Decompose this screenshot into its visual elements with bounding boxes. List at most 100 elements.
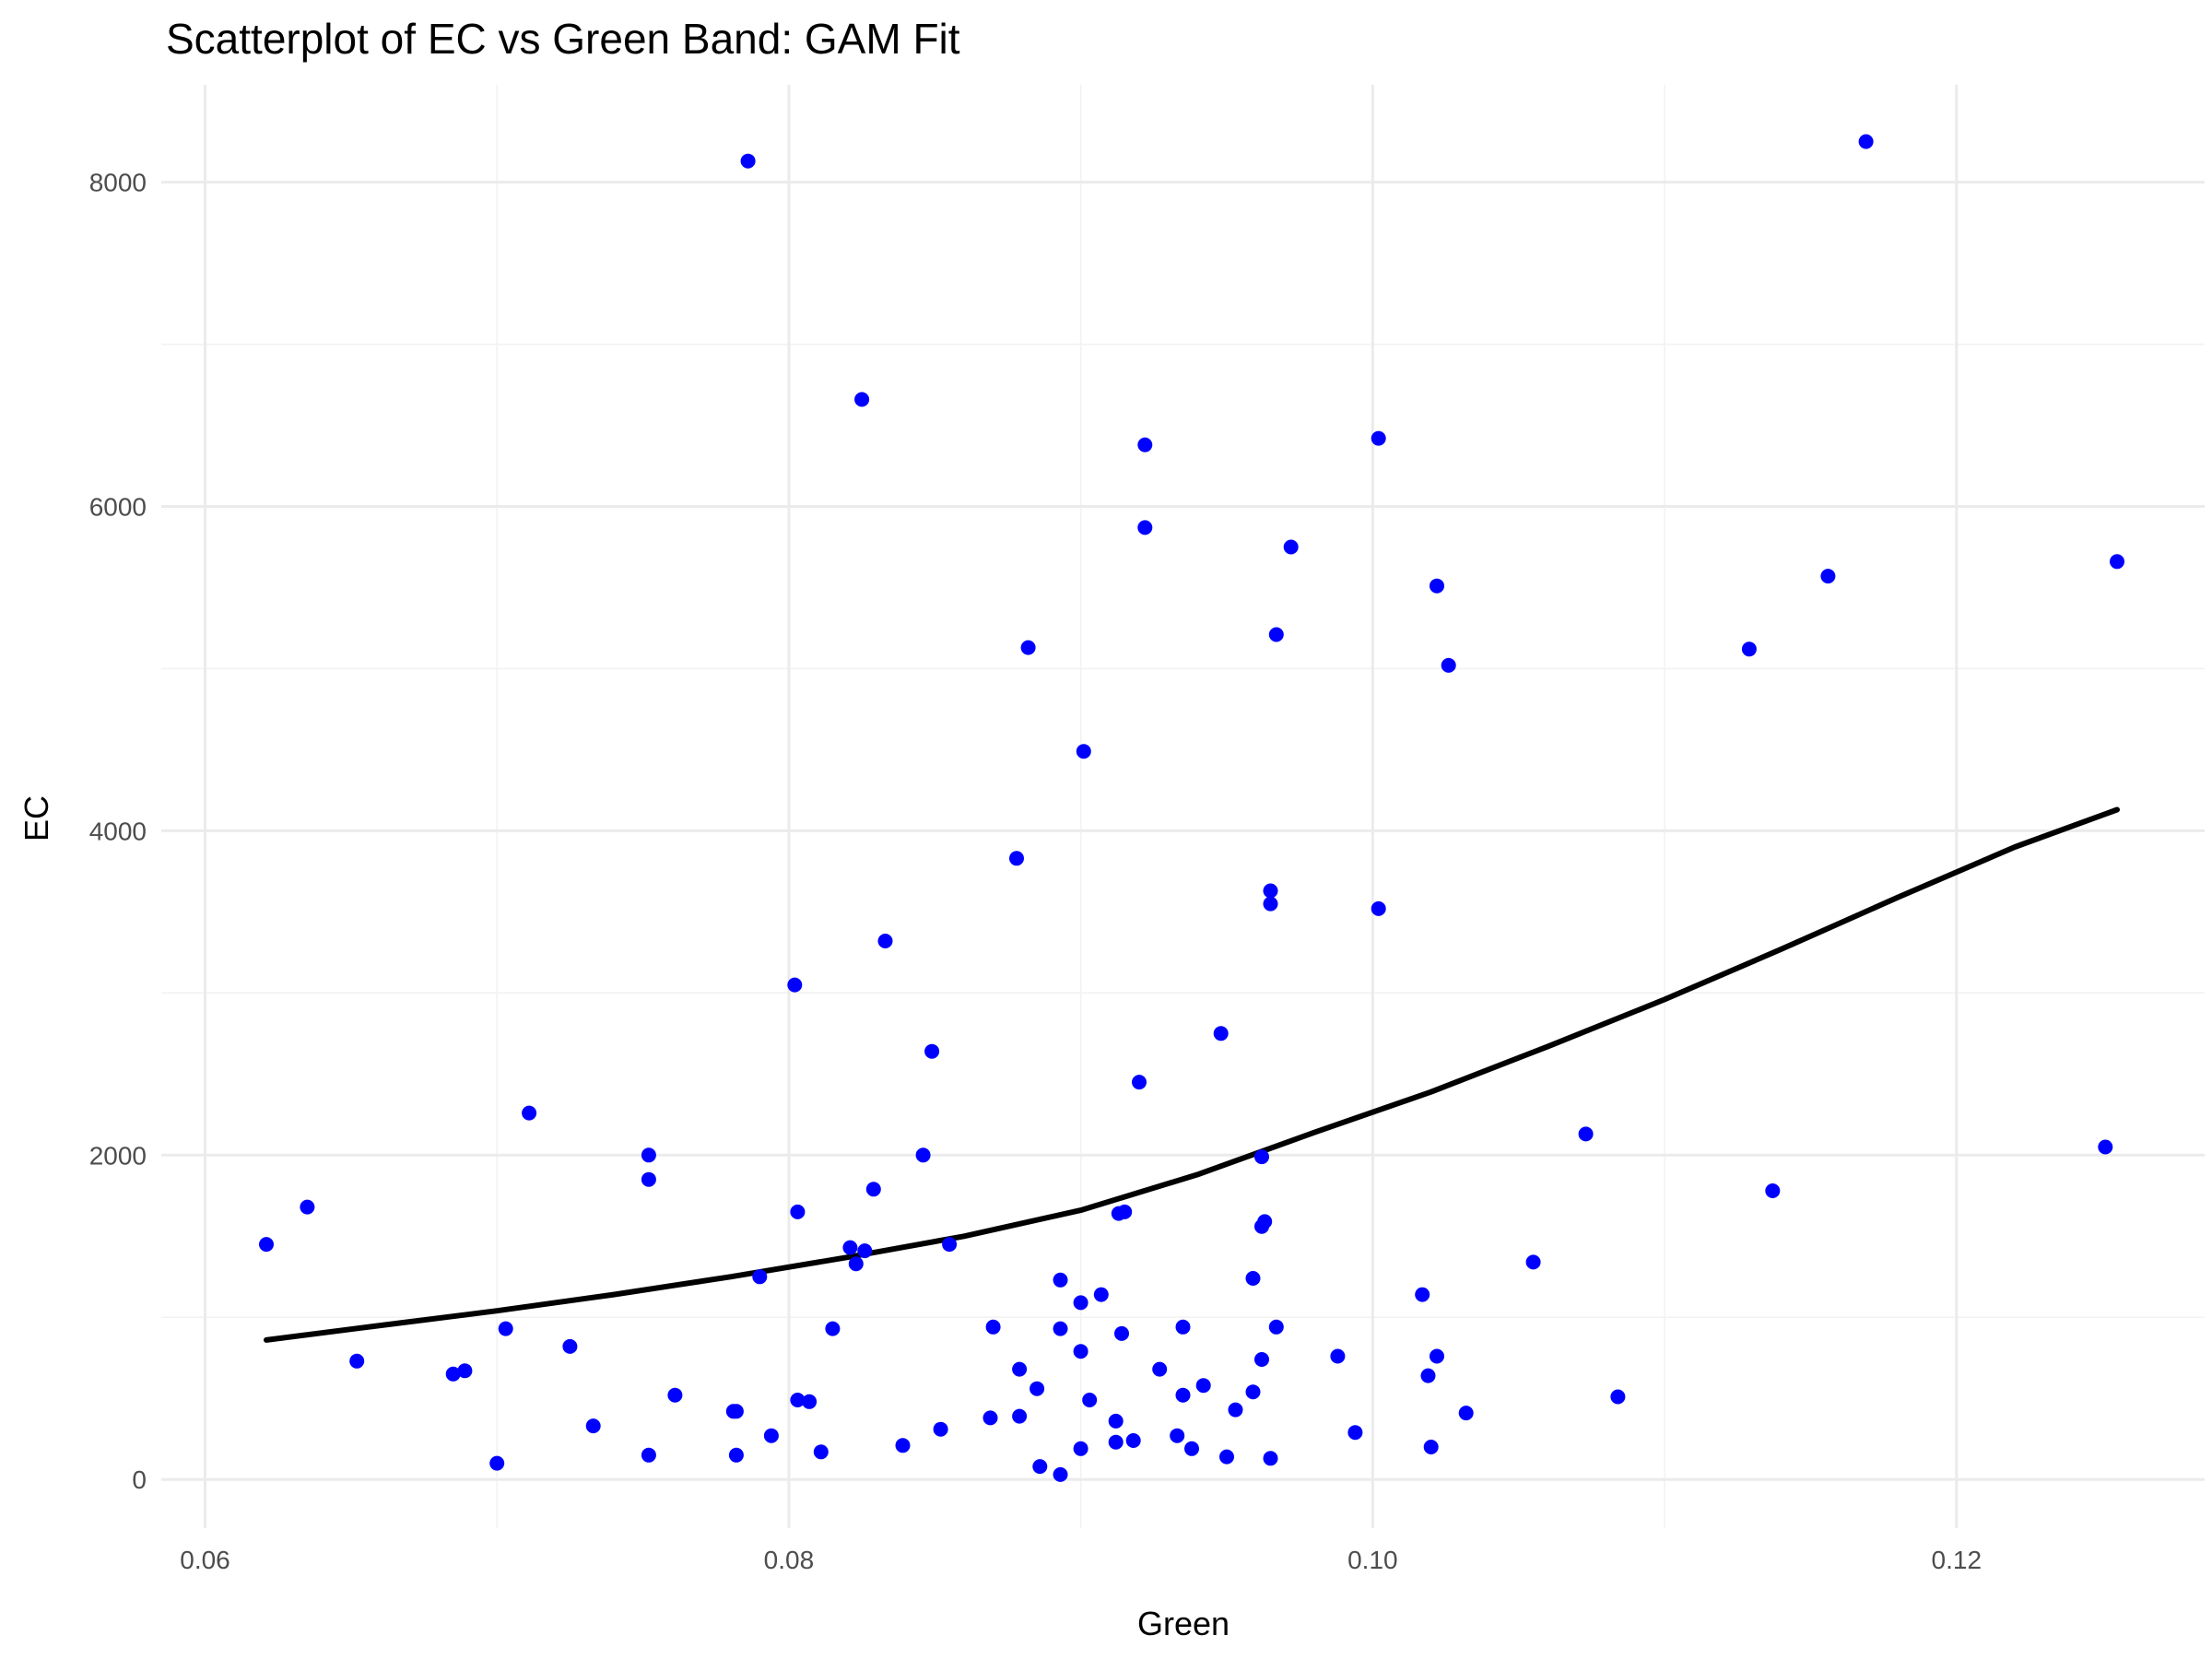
data-point [895, 1438, 911, 1453]
data-point [1076, 744, 1091, 759]
data-point [985, 1319, 1001, 1335]
x-axis-title: Green [1137, 1605, 1230, 1642]
data-point [1245, 1271, 1261, 1286]
data-point [1441, 657, 1456, 673]
data-point [813, 1444, 829, 1460]
data-point [1213, 1026, 1229, 1041]
gam-fit-layer [264, 806, 2120, 1343]
data-point [1525, 1254, 1541, 1270]
data-point [457, 1363, 473, 1379]
data-point [1254, 1149, 1269, 1165]
x-tick-label: 0.06 [180, 1546, 230, 1574]
data-point [1420, 1368, 1436, 1383]
data-point [728, 1447, 744, 1463]
data-point [1268, 1319, 1284, 1335]
data-point [1117, 1204, 1133, 1219]
data-point [1430, 578, 1444, 594]
data-point [1610, 1389, 1626, 1405]
data-point [445, 1366, 461, 1382]
data-point [1073, 1295, 1088, 1311]
data-point [1152, 1361, 1168, 1377]
data-point [1175, 1387, 1191, 1403]
data-point [1053, 1466, 1068, 1482]
data-point [1012, 1361, 1028, 1377]
data-point [300, 1199, 315, 1215]
data-point [1371, 900, 1386, 916]
data-point [1254, 1352, 1269, 1367]
data-point [763, 1428, 779, 1443]
y-tick-label: 2000 [89, 1141, 147, 1170]
data-point [641, 1447, 656, 1463]
y-axis-tick-labels: 0 2000 4000 6000 8000 [89, 169, 147, 1495]
data-point [877, 934, 893, 948]
data-point [1082, 1393, 1098, 1407]
data-point [933, 1421, 948, 1437]
data-point [2098, 1139, 2113, 1155]
data-point [1184, 1441, 1199, 1456]
data-point [1053, 1272, 1068, 1288]
data-point [1195, 1378, 1211, 1394]
x-tick-label: 0.12 [1932, 1546, 1983, 1574]
data-point [1219, 1449, 1234, 1465]
data-point [522, 1105, 537, 1121]
y-axis-title: EC [18, 795, 55, 841]
data-point [1415, 1287, 1430, 1302]
data-point [498, 1321, 513, 1336]
x-axis-tick-labels: 0.06 0.08 0.10 0.12 [180, 1546, 1982, 1574]
data-point [259, 1237, 274, 1253]
data-point [787, 977, 803, 993]
data-point [1009, 851, 1024, 866]
data-point [915, 1147, 931, 1163]
data-points [259, 134, 2124, 1482]
data-point [1820, 569, 1836, 584]
minor-gridlines [161, 85, 2205, 1528]
chart-title: Scatterplot of EC vs Green Band: GAM Fit [166, 15, 960, 63]
data-point [1012, 1408, 1028, 1424]
data-point [740, 153, 756, 169]
data-point [1257, 1214, 1273, 1230]
data-point [1423, 1440, 1439, 1454]
data-point [865, 1182, 881, 1197]
data-point [1020, 640, 1036, 655]
data-point [641, 1147, 656, 1163]
x-tick-label: 0.08 [764, 1546, 815, 1574]
data-point [1093, 1287, 1109, 1302]
data-point [2110, 554, 2124, 570]
data-point [1073, 1441, 1088, 1456]
data-point [728, 1404, 744, 1419]
data-point [1765, 1183, 1781, 1198]
data-point [1170, 1428, 1185, 1443]
data-point [942, 1237, 958, 1253]
data-point [825, 1321, 841, 1336]
data-point [1741, 641, 1757, 657]
data-point [802, 1394, 818, 1409]
y-tick-label: 0 [132, 1465, 147, 1494]
major-gridlines [161, 85, 2205, 1528]
data-point [1371, 430, 1386, 446]
data-point [1347, 1425, 1363, 1441]
data-point [585, 1418, 601, 1434]
data-point [562, 1338, 578, 1354]
data-point [848, 1256, 864, 1272]
data-point [1268, 627, 1284, 642]
data-point [1125, 1433, 1141, 1448]
data-point [1330, 1348, 1346, 1364]
data-point [1114, 1325, 1129, 1341]
data-point [1108, 1434, 1124, 1450]
data-point [349, 1353, 365, 1369]
data-point [489, 1455, 505, 1471]
data-point [1108, 1413, 1124, 1429]
data-point [667, 1387, 683, 1403]
data-point [1458, 1406, 1474, 1421]
data-point [1228, 1402, 1243, 1418]
data-point [1137, 520, 1153, 535]
gam-fit-line [264, 806, 2120, 1343]
data-point [641, 1171, 656, 1187]
data-point [790, 1393, 806, 1407]
y-tick-label: 8000 [89, 169, 147, 197]
data-point [1263, 883, 1278, 899]
data-point [982, 1410, 998, 1426]
x-tick-label: 0.10 [1347, 1546, 1398, 1574]
data-point [1137, 437, 1153, 453]
